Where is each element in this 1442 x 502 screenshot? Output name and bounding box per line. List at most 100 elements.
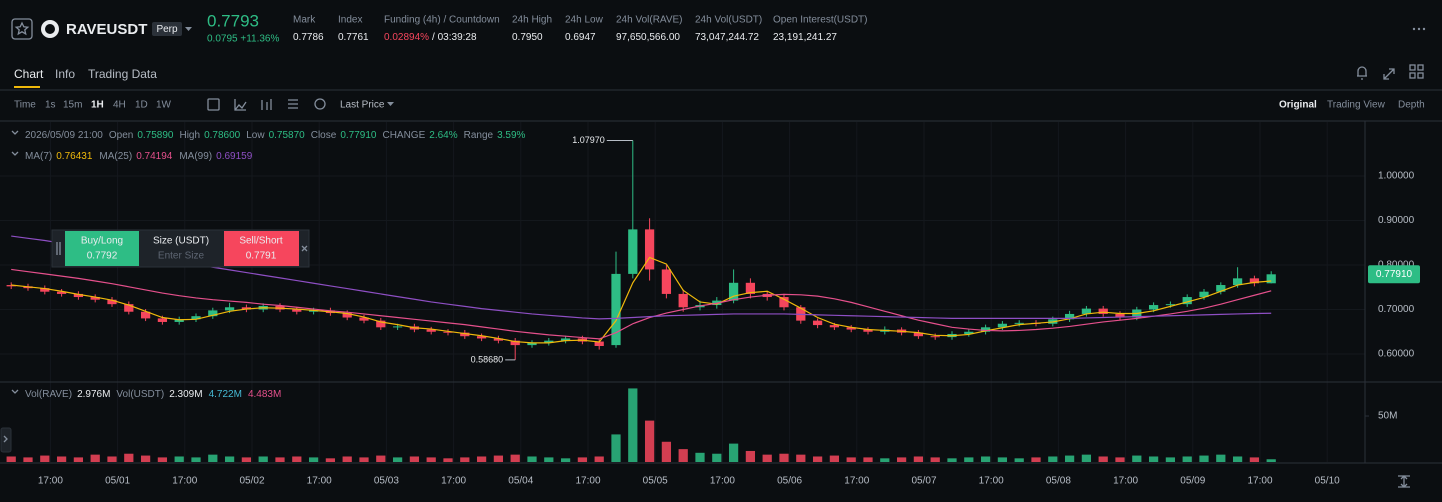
stat-value-text: 73,047,244.72 (695, 32, 759, 43)
volume-bar (73, 457, 84, 462)
tabs: Chart Info Trading Data (14, 67, 157, 81)
more-dot[interactable] (1417, 27, 1421, 31)
layout-cell[interactable] (1417, 72, 1424, 79)
legend-label: High (179, 130, 200, 141)
buy-price[interactable]: 0.7792 (87, 251, 118, 262)
star-icon[interactable] (14, 21, 30, 36)
x-tick-label: 05/01 (105, 476, 130, 487)
volume-bar (325, 458, 336, 462)
price-change: 0.0795 +11.36% (207, 34, 279, 45)
stat-value: 0.6947 (565, 32, 596, 43)
price-type-caret[interactable] (387, 102, 394, 106)
interval[interactable]: 1W (156, 100, 172, 111)
scale-icon[interactable] (1398, 475, 1410, 488)
ma-legend: MA(7) 0.76431 MA(25) 0.74194 MA(99) 0.69159 (25, 151, 253, 162)
stat-label: Index (338, 15, 362, 26)
more-dot[interactable] (1412, 27, 1416, 31)
size-input[interactable]: Enter Size (158, 251, 205, 262)
x-tick-label: 17:00 (1247, 476, 1272, 487)
drag-handle[interactable] (56, 242, 61, 255)
candle-body (376, 320, 386, 328)
layout-cell[interactable] (1409, 64, 1416, 71)
favorite-frame[interactable] (11, 18, 33, 40)
interval[interactable]: 4H (113, 100, 126, 111)
calendar-icon[interactable] (207, 98, 220, 111)
indicator-icon[interactable] (234, 99, 247, 111)
symbol-caret[interactable] (185, 27, 192, 31)
candle-body (476, 336, 487, 339)
collapse-icon[interactable] (11, 130, 19, 394)
stat-label: Funding (4h) / Countdown (384, 15, 500, 26)
volume-bar (745, 450, 756, 462)
stat-value-text: 0.02894% (384, 32, 429, 43)
tab[interactable]: Info (55, 67, 75, 81)
buy-button[interactable] (65, 231, 139, 266)
candle-body (980, 327, 991, 332)
legend-value: 0.77910 (340, 130, 377, 141)
ma-legend-value: 0.69159 (216, 151, 253, 162)
stat-label: 24h Low (565, 15, 604, 26)
depth-icon[interactable] (314, 98, 326, 110)
volume-tick-label: 50M (1378, 411, 1397, 422)
layout-icon[interactable] (1409, 64, 1424, 79)
candle-body (1182, 297, 1192, 305)
stat-label: 24h High (512, 15, 552, 26)
volume-bar (577, 457, 588, 462)
bell-icon[interactable] (1357, 66, 1367, 80)
candle-body (1249, 278, 1260, 284)
volume-bar (947, 458, 957, 462)
buy-label[interactable]: Buy/Long (81, 236, 123, 247)
candle-body (510, 340, 520, 346)
view-option[interactable]: Original (1279, 100, 1317, 111)
tab[interactable]: Chart (14, 67, 44, 81)
x-tick-label: 05/10 (1315, 476, 1340, 487)
volume-bar (611, 434, 621, 462)
side-toggle-arrow[interactable] (3, 435, 8, 443)
candle-body (964, 331, 974, 334)
candle-body (308, 310, 319, 312)
candle-body (443, 331, 453, 333)
stat-value-text: 0.7786 (293, 32, 324, 43)
volume-bar (308, 457, 319, 462)
close-icon[interactable] (301, 245, 308, 252)
y-tick-label: 0.80000 (1378, 260, 1415, 271)
sell-label[interactable]: Sell/Short (239, 236, 283, 247)
more-dot[interactable] (1422, 27, 1426, 31)
tab-underline (14, 86, 40, 88)
sell-price[interactable]: 0.7791 (246, 251, 277, 262)
symbol[interactable]: RAVEUSDT (66, 21, 147, 38)
stat-value: 73,047,244.72 (695, 32, 759, 43)
ma-legend-name: MA(7) (25, 151, 52, 162)
price-type[interactable]: Last Price (340, 100, 385, 111)
tab[interactable]: Trading Data (88, 67, 157, 81)
interval[interactable]: 1D (135, 100, 148, 111)
coin-logo-inner (45, 24, 55, 34)
stat-value-text: 0.7950 (512, 32, 543, 43)
volume-bar (376, 455, 386, 462)
legend-label: Range (464, 130, 494, 141)
chart-type-icon[interactable] (261, 99, 272, 110)
volume-bar (40, 455, 50, 462)
stat-value: 23,191,241.27 (773, 32, 837, 43)
view-option[interactable]: Trading View (1327, 100, 1386, 111)
sell-button[interactable] (224, 231, 299, 266)
layout-cell[interactable] (1409, 72, 1416, 79)
volume-bar (292, 456, 302, 462)
interval[interactable]: 15m (63, 100, 82, 111)
volume-bar (997, 457, 1008, 462)
volume-bar (224, 456, 235, 462)
volume-bar (510, 454, 520, 462)
settings-icon[interactable] (288, 99, 298, 109)
interval[interactable]: 1H (91, 100, 104, 111)
ma-legend-value: 0.74194 (136, 151, 173, 162)
low-label: 0.58680 (471, 354, 504, 364)
layout-cell[interactable] (1417, 64, 1424, 71)
volume-bar (913, 456, 924, 462)
expand-icon[interactable] (1383, 68, 1395, 80)
volume-bar (1232, 456, 1243, 462)
view-option[interactable]: Depth (1398, 100, 1425, 111)
candle-body (208, 310, 218, 317)
interval[interactable]: 1s (45, 100, 56, 111)
favorite-button[interactable] (11, 18, 33, 40)
